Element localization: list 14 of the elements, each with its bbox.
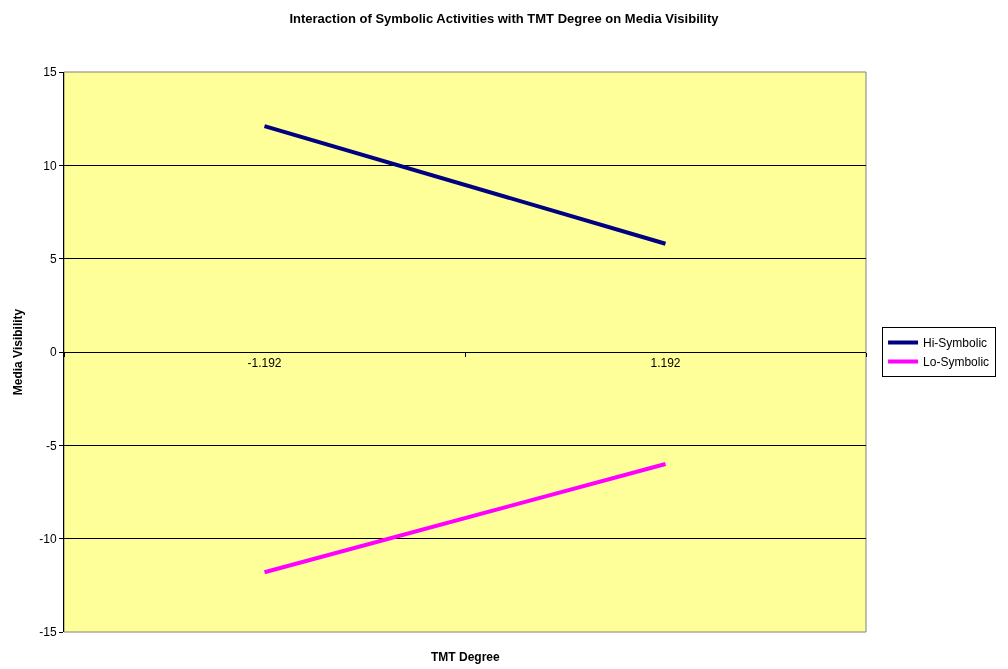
y-tick-label: -15 — [39, 625, 57, 640]
y-tick-label: 0 — [49, 345, 57, 360]
legend-label: Lo-Symbolic — [923, 355, 990, 370]
x-axis-title: TMT Degree — [431, 650, 500, 664]
y-tick-label: 5 — [49, 251, 57, 266]
y-tick-label: -5 — [45, 438, 57, 453]
y-tick-label: -10 — [39, 531, 57, 546]
y-tick-label: 15 — [43, 65, 57, 80]
x-tick-label: -1.192 — [247, 356, 282, 371]
y-axis-title: Media Visibility — [10, 308, 25, 396]
x-tick-label: 1.192 — [650, 356, 681, 371]
legend-label: Hi-Symbolic — [923, 336, 988, 351]
chart-title: Interaction of Symbolic Activities with TMT Degree on Media Visibility — [289, 11, 720, 27]
y-tick-label: 10 — [43, 158, 57, 173]
